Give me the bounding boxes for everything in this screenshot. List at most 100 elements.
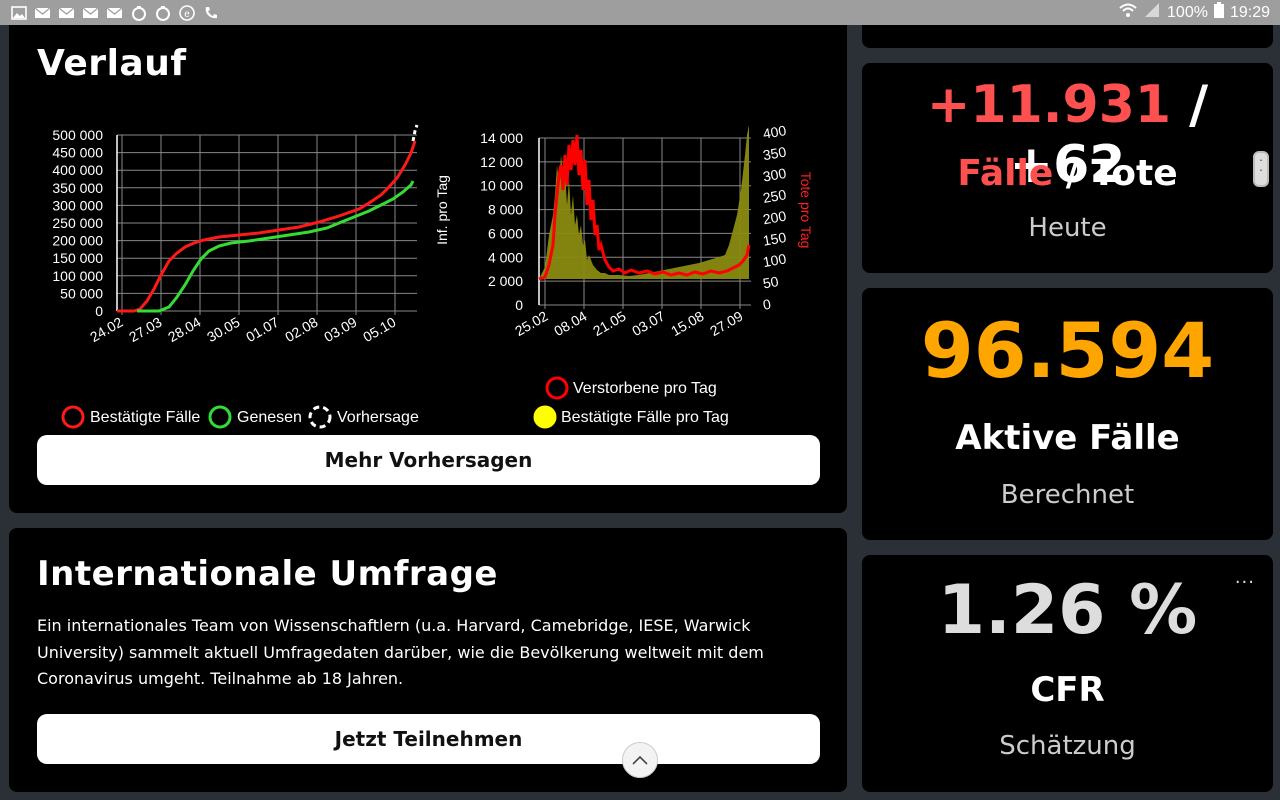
app-icon [130, 5, 148, 21]
legend-marker [208, 405, 232, 429]
mail-icon [34, 5, 52, 21]
chevron-up-icon [632, 755, 648, 765]
y-left-axis-label: Inf. pro Tag [434, 175, 450, 245]
legend-label: Bestätigte Fälle pro Tag [561, 409, 729, 426]
active-cases-value: 96.594 [920, 306, 1215, 395]
legend-marker [308, 405, 332, 429]
x-tick-label: 27.03 [126, 314, 165, 345]
active-cases-card: 96.594 Aktive Fälle Berechnet [862, 288, 1273, 540]
y-tick-label: 450 000 [52, 145, 103, 161]
y-right-tick-label: 350 [762, 143, 788, 163]
top-stat-card-partial [862, 25, 1273, 48]
y-tick-label: 6 000 [488, 225, 523, 241]
verlauf-title: Verlauf [37, 43, 187, 84]
scroll-to-top-button[interactable] [622, 742, 658, 778]
legend-marker [533, 405, 557, 429]
mail-icon [106, 5, 124, 21]
y-right-tick-label: 100 [762, 250, 788, 270]
survey-text: Ein internationales Team von Wissenschaf… [37, 616, 764, 688]
today-labels-slash: / [1065, 153, 1079, 194]
y-tick-label: 4 000 [488, 249, 523, 265]
mail-icon [82, 5, 100, 21]
legend-label: Genesen [237, 409, 302, 426]
x-tick-label: 03.09 [321, 314, 360, 345]
today-slash: / [1189, 75, 1209, 135]
clock: 19:29 [1229, 3, 1270, 21]
battery-icon [1213, 2, 1224, 23]
y-tick-label: 350 000 [52, 180, 103, 196]
x-tick-label: 08.04 [551, 308, 590, 339]
cfr-card: ... 1.26 % CFR Schätzung [862, 555, 1273, 792]
x-tick-label: 01.07 [243, 314, 282, 345]
legend-label: Verstorbene pro Tag [573, 380, 717, 397]
today-deaths-label: Tote [1091, 153, 1178, 194]
y-tick-label: 10 000 [480, 178, 523, 194]
y-tick-label: 300 000 [52, 197, 103, 213]
x-tick-label: 24.02 [87, 314, 126, 345]
y-right-tick-label: 400 [762, 122, 788, 142]
y-right-tick-label: 0 [762, 296, 773, 313]
y-tick-label: 400 000 [52, 162, 103, 178]
y-tick-label: 500 000 [52, 127, 103, 143]
today-card: +11.931 / +62 Fälle / Tote Heute ˆ ˇ [862, 63, 1273, 273]
battery-percent: 100% [1167, 3, 1208, 21]
chevron-down-icon: ˇ [1259, 169, 1263, 178]
legend-marker [61, 405, 85, 429]
scroll-indicator[interactable]: ˆ ˇ [1253, 151, 1269, 187]
today-cases-label: Fälle [957, 153, 1054, 194]
y-right-axis-label: Tote pro Tag [798, 172, 814, 249]
y-tick-label: 2 000 [488, 273, 523, 289]
x-tick-label: 27.09 [707, 308, 746, 339]
x-tick-label: 05.10 [360, 314, 399, 345]
x-tick-label: 02.08 [282, 314, 321, 345]
wifi-icon [1119, 2, 1137, 23]
deaths-line [538, 134, 751, 281]
confirmed-line [117, 140, 417, 313]
y-right-tick-label: 300 [762, 165, 788, 185]
status-right: 100% 19:29 [1119, 2, 1270, 23]
today-cases: +11.931 [926, 75, 1172, 135]
today-labels: Fälle / Tote [862, 153, 1273, 194]
y-tick-label: 8 000 [488, 202, 523, 218]
cfr-label: CFR [1030, 670, 1105, 710]
mail-icon [58, 5, 76, 21]
cfr-caption: Schätzung [999, 731, 1136, 761]
image-icon [10, 5, 28, 21]
e-icon: e [178, 4, 196, 21]
x-tick-label: 30.05 [204, 314, 243, 345]
survey-card: Internationale Umfrage Ein international… [9, 528, 847, 792]
today-caption: Heute [1028, 213, 1107, 243]
today-values: +11.931 / +62 [862, 75, 1273, 195]
daily-chart: Inf. pro Tag Tote pro Tag 14 000 12 000 10… [434, 122, 814, 429]
y-right-tick-label: 250 [762, 186, 788, 206]
participate-button[interactable]: Jetzt Teilnehmen [37, 714, 820, 764]
today-deaths: +62 [1009, 135, 1126, 195]
y-tick-label: 0 [95, 303, 103, 319]
recovered-line [137, 180, 415, 313]
y-tick-label: 14 000 [480, 130, 523, 146]
cases-area [539, 125, 749, 279]
phone-icon [202, 5, 220, 21]
app-icon [154, 5, 172, 21]
y-right-tick-label: 200 [762, 208, 788, 228]
status-bar: e 100% 19:29 [0, 0, 1280, 25]
x-tick-label: 03.07 [629, 308, 668, 339]
forecast-line [411, 124, 419, 142]
y-tick-label: 250 000 [52, 215, 103, 231]
active-cases-caption: Berechnet [1000, 480, 1135, 510]
y-right-tick-label: 150 [762, 229, 788, 249]
notification-icons: e [10, 4, 220, 21]
y-tick-label: 50 000 [60, 285, 103, 301]
more-options-icon[interactable]: ... [1234, 567, 1255, 588]
y-right-tick-label: 50 [762, 273, 780, 291]
active-cases-label: Aktive Fälle [955, 418, 1180, 458]
y-tick-label: 12 000 [480, 154, 523, 170]
y-tick-label: 200 000 [52, 233, 103, 249]
y-tick-label: 0 [515, 297, 523, 313]
verlauf-card: Verlauf 500 000 450 000 400 000 350 000 300 … [9, 25, 847, 513]
more-forecasts-button[interactable]: Mehr Vorhersagen [37, 435, 820, 485]
svg-text:e: e [184, 9, 190, 20]
chevron-up-icon: ˆ [1259, 159, 1263, 168]
legend-label: Vorhersage [337, 409, 419, 426]
